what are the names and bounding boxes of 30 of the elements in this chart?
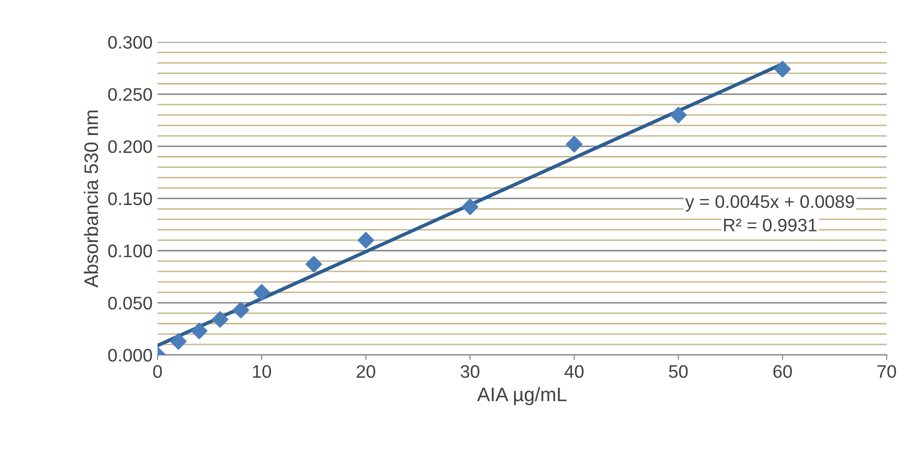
x-tick-label: 10 xyxy=(253,365,272,378)
y-tick-label: 0.050 xyxy=(108,296,152,310)
x-axis-title: AIA µg/mL xyxy=(477,387,567,406)
point xyxy=(232,302,250,318)
point xyxy=(670,106,687,124)
x-tick-label: 40 xyxy=(564,365,584,378)
x-tick-label: 20 xyxy=(356,365,376,378)
point xyxy=(190,322,208,340)
y-tick-label: 0.100 xyxy=(108,244,152,258)
point xyxy=(212,311,228,328)
point xyxy=(566,136,583,153)
x-tick-label: 0 xyxy=(153,365,162,378)
x-tick-label: 50 xyxy=(669,365,688,378)
x-tick-label: 30 xyxy=(460,365,480,378)
x-tick-label: 70 xyxy=(878,365,896,378)
x-tick-label: 60 xyxy=(773,365,792,378)
point xyxy=(774,60,791,78)
y-tick-label: 0.300 xyxy=(108,36,152,49)
y-tick-label: 0.000 xyxy=(108,348,152,362)
y-tick-label: 0.150 xyxy=(108,192,152,206)
point xyxy=(358,232,374,248)
annotation: y = 0.0045x + 0.0089 xyxy=(685,195,854,212)
annotation: R² = 0.9931 xyxy=(724,218,817,232)
point xyxy=(305,256,322,272)
point xyxy=(253,284,270,301)
y-tick-label: 0.250 xyxy=(108,88,152,101)
point xyxy=(462,198,478,216)
point xyxy=(170,333,187,350)
y-tick-label: 0.200 xyxy=(108,140,152,154)
y-axis-title: Absorbancia 530 nm xyxy=(84,110,98,288)
